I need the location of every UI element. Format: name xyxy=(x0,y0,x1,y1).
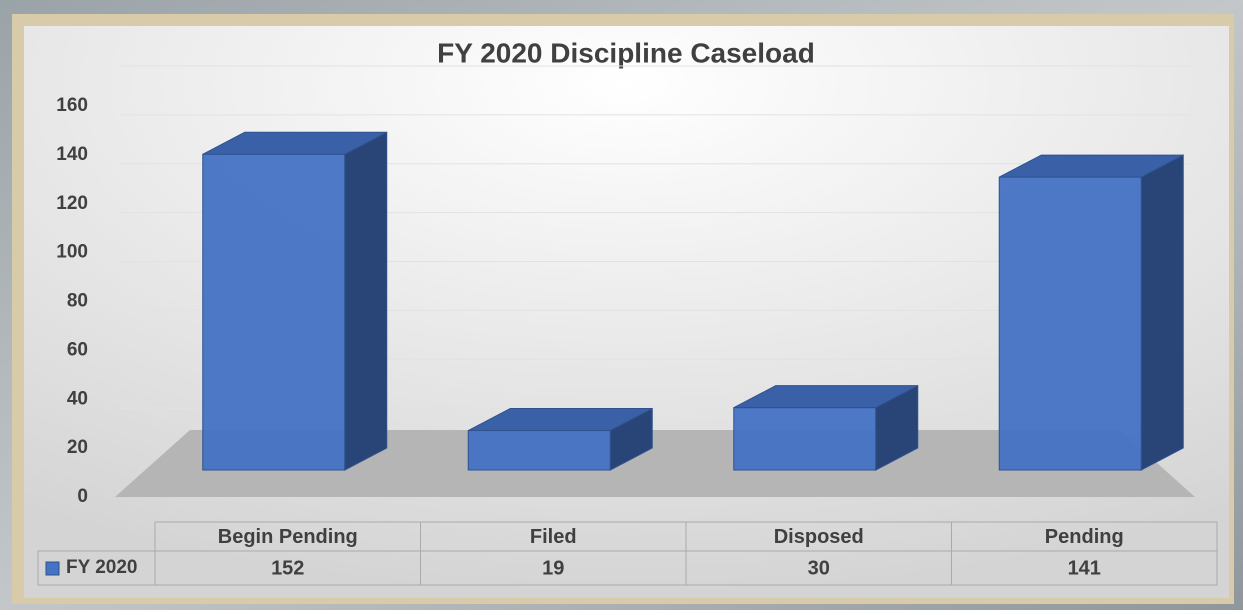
bar xyxy=(733,407,877,471)
y-tick-label: 80 xyxy=(67,291,88,312)
x-tick-label: Pending xyxy=(1045,526,1124,548)
legend-swatch xyxy=(45,561,60,576)
legend-label: FY 2020 xyxy=(66,557,137,578)
bar-side xyxy=(344,131,388,471)
y-tick-label: 20 xyxy=(67,437,88,458)
table-cell xyxy=(951,550,1218,586)
y-tick-label: 60 xyxy=(67,339,88,360)
bar xyxy=(202,153,346,471)
y-tick-label: 140 xyxy=(56,144,88,165)
chart-title: FY 2020 Discipline Caseload xyxy=(437,37,815,68)
bar xyxy=(467,430,611,471)
bar xyxy=(998,176,1142,471)
x-tick-label: Begin Pending xyxy=(218,526,358,548)
table-value: 152 xyxy=(271,557,304,579)
y-tick-label: 40 xyxy=(67,388,88,409)
bar-side xyxy=(1140,154,1184,471)
x-tick-label: Disposed xyxy=(774,526,864,548)
table-value: 30 xyxy=(808,557,830,579)
table-value: 141 xyxy=(1068,557,1101,579)
table-value: 19 xyxy=(542,557,564,579)
y-tick-label: 0 xyxy=(77,486,88,507)
y-tick-label: 100 xyxy=(56,242,88,263)
y-tick-label: 160 xyxy=(56,95,88,116)
x-tick-label: Filed xyxy=(530,526,577,548)
y-tick-label: 120 xyxy=(56,193,88,214)
